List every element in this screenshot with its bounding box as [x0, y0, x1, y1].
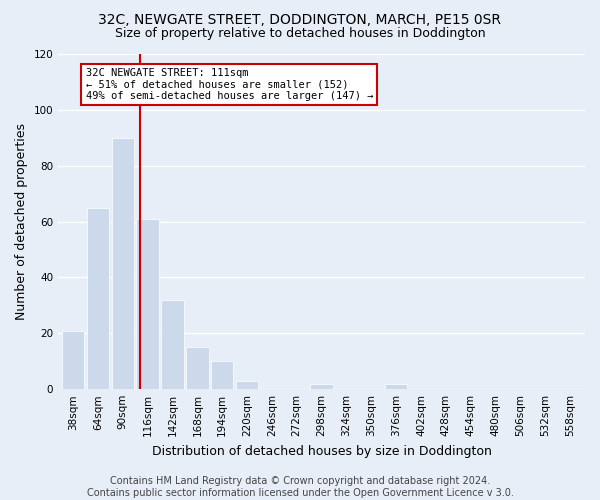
Bar [211, 361, 233, 389]
Bar [186, 348, 209, 389]
Bar [310, 384, 333, 389]
Bar [136, 219, 159, 389]
Bar [62, 330, 84, 389]
Text: 32C, NEWGATE STREET, DODDINGTON, MARCH, PE15 0SR: 32C, NEWGATE STREET, DODDINGTON, MARCH, … [98, 12, 502, 26]
Text: Contains HM Land Registry data © Crown copyright and database right 2024.
Contai: Contains HM Land Registry data © Crown c… [86, 476, 514, 498]
Text: 32C NEWGATE STREET: 111sqm
← 51% of detached houses are smaller (152)
49% of sem: 32C NEWGATE STREET: 111sqm ← 51% of deta… [86, 68, 373, 101]
X-axis label: Distribution of detached houses by size in Doddington: Distribution of detached houses by size … [152, 444, 491, 458]
Bar [112, 138, 134, 389]
Text: Size of property relative to detached houses in Doddington: Size of property relative to detached ho… [115, 28, 485, 40]
Bar [161, 300, 184, 389]
Bar [236, 381, 258, 389]
Bar [385, 384, 407, 389]
Bar [87, 208, 109, 389]
Y-axis label: Number of detached properties: Number of detached properties [15, 123, 28, 320]
